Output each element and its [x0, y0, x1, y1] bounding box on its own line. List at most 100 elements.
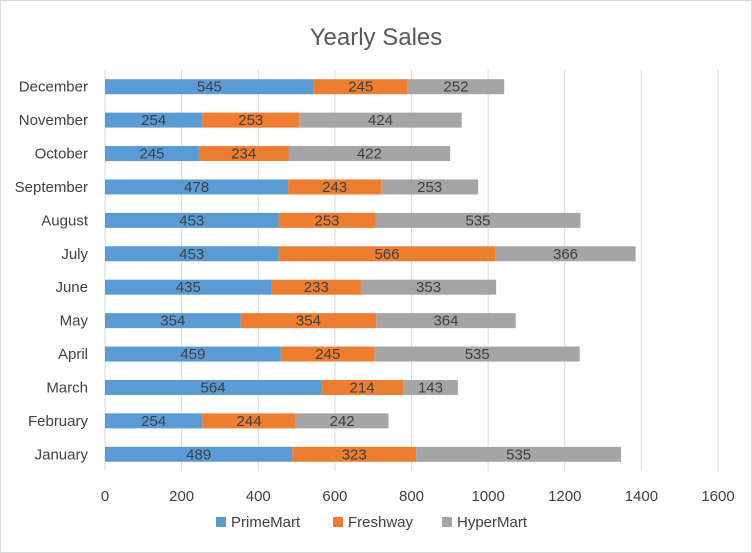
x-tick-label: 0: [101, 488, 109, 505]
bar-hypermart: [375, 212, 581, 228]
data-label: 254: [141, 413, 166, 430]
bar-freshway: [271, 279, 361, 295]
legend-swatch-hypermart: [442, 517, 452, 527]
bar-freshway: [313, 79, 408, 95]
data-label: 435: [176, 279, 201, 296]
value-axis: 0 200 400 600 800 1000 1200 1400 1600: [101, 488, 735, 505]
data-label: 422: [357, 146, 382, 163]
legend: PrimeMart Freshway HyperMart: [216, 514, 528, 531]
bar-primemart: [105, 279, 272, 295]
bar-primemart: [105, 179, 289, 195]
data-label: 535: [506, 446, 531, 463]
bar-primemart: [105, 246, 279, 262]
data-label: 564: [201, 379, 226, 396]
bar-primemart: [105, 313, 241, 329]
category-label: May: [60, 313, 89, 330]
bar-hypermart: [288, 146, 451, 162]
bar-primemart: [105, 346, 281, 362]
bar-freshway: [240, 313, 377, 329]
bar-hypermart: [295, 413, 389, 429]
bar-hypermart: [376, 313, 516, 329]
data-label: 243: [322, 179, 347, 196]
data-label: 366: [553, 246, 578, 263]
data-label: 459: [180, 346, 205, 363]
bar-freshway: [292, 446, 417, 462]
bar-hypermart: [416, 446, 622, 462]
bar-hypermart: [381, 179, 479, 195]
legend-swatch-freshway: [333, 517, 343, 527]
bars: [105, 79, 636, 462]
data-label: 252: [443, 79, 468, 96]
x-tick-label: 800: [399, 488, 424, 505]
data-label: 143: [418, 379, 443, 396]
category-label: November: [19, 112, 88, 129]
bar-freshway: [288, 179, 382, 195]
data-label: 566: [374, 246, 399, 263]
legend-label: HyperMart: [457, 514, 528, 531]
bar-freshway: [321, 379, 404, 395]
data-label: 535: [465, 346, 490, 363]
x-tick-label: 1600: [701, 488, 734, 505]
category-label: June: [55, 279, 88, 296]
data-label: 424: [368, 112, 393, 129]
category-label: September: [15, 179, 88, 196]
category-label: October: [35, 146, 88, 163]
legend-label: Freshway: [348, 514, 414, 531]
bar-primemart: [105, 112, 203, 128]
bar-freshway: [280, 346, 375, 362]
bar-freshway: [202, 413, 296, 429]
category-label: August: [41, 212, 89, 229]
category-label: January: [35, 446, 89, 463]
data-label: 354: [296, 313, 321, 330]
gridlines: [104, 70, 719, 471]
x-tick-label: 1400: [625, 488, 658, 505]
data-label: 323: [342, 446, 367, 463]
data-label: 453: [179, 246, 204, 263]
bar-hypermart: [374, 346, 580, 362]
data-labels: 489 323 535 254 244 242 564 214 143 459 245 535 354 3…: [139, 79, 578, 464]
bar-primemart: [105, 446, 293, 462]
category-label: April: [58, 346, 88, 363]
data-label: 253: [315, 212, 340, 229]
data-label: 489: [186, 446, 211, 463]
bar-hypermart: [407, 79, 505, 95]
bar-hypermart: [403, 379, 458, 395]
data-label: 253: [238, 112, 263, 129]
data-label: 453: [179, 212, 204, 229]
bar-freshway: [198, 146, 289, 162]
bar-primemart: [105, 79, 314, 95]
data-label: 242: [330, 413, 355, 430]
data-label: 478: [184, 179, 209, 196]
bar-freshway: [278, 212, 376, 228]
x-tick-label: 200: [169, 488, 194, 505]
bar-primemart: [105, 146, 199, 162]
data-label: 254: [141, 112, 166, 129]
x-tick-label: 1200: [548, 488, 581, 505]
category-axis: January February March April May June July Augu…: [15, 79, 89, 464]
data-label: 353: [416, 279, 441, 296]
bar-primemart: [105, 379, 322, 395]
data-label: 245: [348, 79, 373, 96]
data-label: 245: [139, 146, 164, 163]
data-label: 364: [433, 313, 458, 330]
x-tick-label: 1000: [471, 488, 504, 505]
legend-swatch-primemart: [216, 517, 226, 527]
category-label: December: [19, 79, 88, 96]
bar-freshway: [278, 246, 496, 262]
data-label: 535: [465, 212, 490, 229]
category-label: February: [28, 413, 89, 430]
x-tick-label: 400: [246, 488, 271, 505]
bar-primemart: [105, 212, 279, 228]
data-label: 233: [304, 279, 329, 296]
bar-hypermart: [360, 279, 497, 295]
bar-hypermart: [299, 112, 462, 128]
data-label: 253: [417, 179, 442, 196]
data-label: 245: [315, 346, 340, 363]
data-label: 214: [350, 379, 375, 396]
bar-primemart: [105, 413, 203, 429]
data-label: 234: [231, 146, 256, 163]
bar-freshway: [202, 112, 300, 128]
category-label: March: [46, 379, 88, 396]
data-label: 244: [237, 413, 262, 430]
